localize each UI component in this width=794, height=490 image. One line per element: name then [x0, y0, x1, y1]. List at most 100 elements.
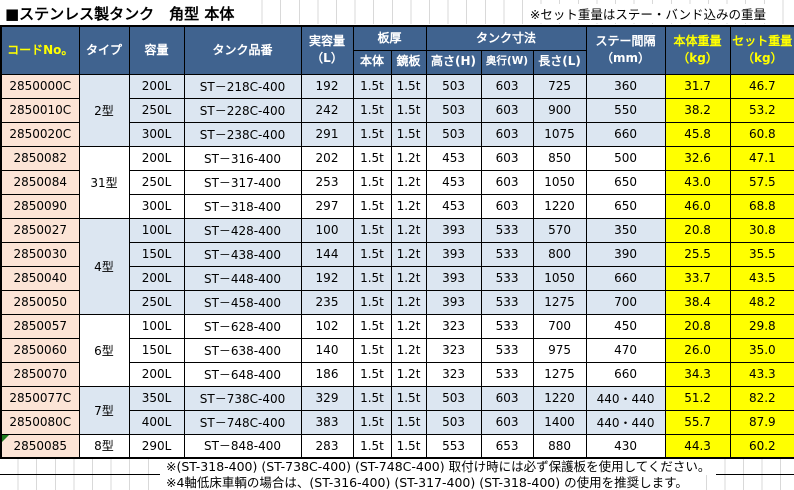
cell-length: 1275	[532, 289, 587, 315]
cell-capacity: 150L	[128, 337, 185, 363]
cell-set-weight: 60.8	[729, 121, 794, 147]
table-row: 2850060 150L ST－638-400 140 1.5t 1.2t 323 533 97…	[0, 337, 794, 363]
cell-height: 453	[425, 145, 482, 171]
cell-length: 1220	[532, 193, 587, 219]
header-type: タイプ	[78, 25, 130, 75]
cell-height: 553	[425, 433, 482, 459]
cell-body-thickness: 1.5t	[352, 385, 392, 411]
cell-end-plate-thickness: 1.2t	[390, 265, 427, 291]
cell-depth: 533	[480, 337, 534, 363]
cell-body-weight: 51.2	[664, 385, 731, 411]
cell-stay-spacing: 700	[585, 289, 666, 315]
cell-part-number: ST－638-400	[183, 337, 302, 363]
cell-body-weight: 45.8	[664, 121, 731, 147]
cell-end-plate-thickness: 1.5t	[390, 433, 427, 459]
cell-set-weight: 43.5	[729, 265, 794, 291]
table-row: 2850070 200L ST－648-400 186 1.5t 1.2t 323 533 12…	[0, 361, 794, 387]
cell-capacity: 200L	[128, 361, 185, 387]
cell-set-weight: 35.0	[729, 337, 794, 363]
cell-actual-capacity: 297	[300, 193, 354, 219]
cell-type: 31型	[78, 145, 130, 219]
cell-set-weight: 87.9	[729, 409, 794, 435]
cell-set-weight: 82.2	[729, 385, 794, 411]
cell-depth: 533	[480, 361, 534, 387]
cell-body-thickness: 1.5t	[352, 73, 392, 99]
cell-body-weight: 20.8	[664, 313, 731, 339]
cell-actual-capacity: 186	[300, 361, 354, 387]
cell-stay-spacing: 660	[585, 121, 666, 147]
header-stay-spacing: ステー間隔 （mm）	[585, 25, 666, 75]
header-stay-spacing-line1: ステー間隔	[595, 33, 656, 48]
cell-set-weight: 48.2	[729, 289, 794, 315]
table-row: 2850000C 2型 200L ST－218C-400 192 1.5t 1.5t 503 6…	[0, 73, 794, 147]
header-actual-capacity-line2: （L）	[311, 51, 343, 66]
cell-length: 900	[532, 97, 587, 123]
header-depth: 奥行(W)	[480, 49, 534, 75]
cell-code: 2850060	[0, 337, 80, 363]
cell-actual-capacity: 291	[300, 121, 354, 147]
cell-actual-capacity: 140	[300, 337, 354, 363]
cell-code: 2850050	[0, 289, 80, 315]
cell-stay-spacing: 660	[585, 265, 666, 291]
cell-height: 393	[425, 217, 482, 243]
cell-depth: 653	[480, 433, 534, 459]
cell-end-plate-thickness: 1.5t	[390, 385, 427, 411]
table-row: 2850010C 250L ST－228C-400 242 1.5t 1.5t 503 603…	[0, 97, 794, 123]
cell-end-plate-thickness: 1.5t	[390, 97, 427, 123]
header-body-thickness: 本体	[352, 49, 392, 75]
cell-stay-spacing: 660	[585, 361, 666, 387]
footer-note-1: ※(ST-318-400) (ST-738C-400) (ST-748C-400…	[160, 459, 717, 475]
cell-capacity: 100L	[128, 313, 185, 339]
cell-part-number: ST－648-400	[183, 361, 302, 387]
cell-depth: 533	[480, 241, 534, 267]
cell-part-number: ST－318-400	[183, 193, 302, 219]
cell-type: 4型	[78, 217, 130, 315]
header-actual-capacity-line1: 実容量	[308, 33, 345, 48]
cell-code: 2850077C	[0, 385, 80, 411]
header-part-number: タンク品番	[183, 25, 302, 75]
cell-set-weight: 35.5	[729, 241, 794, 267]
cell-body-thickness: 1.5t	[352, 433, 392, 459]
cell-length: 1220	[532, 385, 587, 411]
cell-body-weight: 33.7	[664, 265, 731, 291]
header-capacity: 容量	[128, 25, 185, 75]
cell-height: 323	[425, 313, 482, 339]
table-row: 2850040 200L ST－448-400 192 1.5t 1.2t 393 533 10…	[0, 265, 794, 291]
cell-part-number: ST－228C-400	[183, 97, 302, 123]
cell-end-plate-thickness: 1.2t	[390, 289, 427, 315]
cell-actual-capacity: 242	[300, 97, 354, 123]
cell-height: 503	[425, 97, 482, 123]
cell-set-weight: 47.1	[729, 145, 794, 171]
cell-depth: 533	[480, 313, 534, 339]
cell-set-weight: 43.3	[729, 361, 794, 387]
cell-code: 2850090	[0, 193, 80, 219]
cell-capacity: 350L	[128, 385, 185, 411]
header-body-weight-line1: 本体重量	[673, 33, 722, 48]
header-actual-capacity: 実容量 （L）	[300, 25, 354, 75]
cell-type: 7型	[78, 385, 130, 435]
cell-length: 850	[532, 145, 587, 171]
cell-part-number: ST－848-400	[183, 433, 302, 459]
table-row: 2850027 4型 100L ST－428-400 100 1.5t 1.2t 393 533…	[0, 217, 794, 315]
footer-note-row: ※(ST-318-400) (ST-738C-400) (ST-748C-400…	[0, 459, 794, 475]
cell-length: 1400	[532, 409, 587, 435]
cell-stay-spacing: 440・440	[585, 385, 666, 411]
cell-capacity: 250L	[128, 97, 185, 123]
cell-code: 2850030	[0, 241, 80, 267]
cell-actual-capacity: 192	[300, 265, 354, 291]
cell-body-weight: 25.5	[664, 241, 731, 267]
cell-length: 800	[532, 241, 587, 267]
cell-code: 2850084	[0, 169, 80, 195]
footer-note-2: ※4軸低床車輌の場合は、(ST-316-400) (ST-317-400) (S…	[160, 475, 694, 490]
cell-body-thickness: 1.5t	[352, 313, 392, 339]
cell-stay-spacing: 390	[585, 241, 666, 267]
cell-capacity: 300L	[128, 121, 185, 147]
cell-height: 503	[425, 121, 482, 147]
header-dimensions: タンク寸法	[425, 25, 587, 51]
cell-height: 323	[425, 361, 482, 387]
cell-body-weight: 43.0	[664, 169, 731, 195]
cell-body-thickness: 1.5t	[352, 265, 392, 291]
table-row: 2850050 250L ST－458-400 235 1.5t 1.2t 393 533 12…	[0, 289, 794, 315]
table-row: 2850057 6型 100L ST－628-400 102 1.5t 1.2t 323 533…	[0, 313, 794, 387]
header-length: 長さ(L)	[532, 49, 587, 75]
